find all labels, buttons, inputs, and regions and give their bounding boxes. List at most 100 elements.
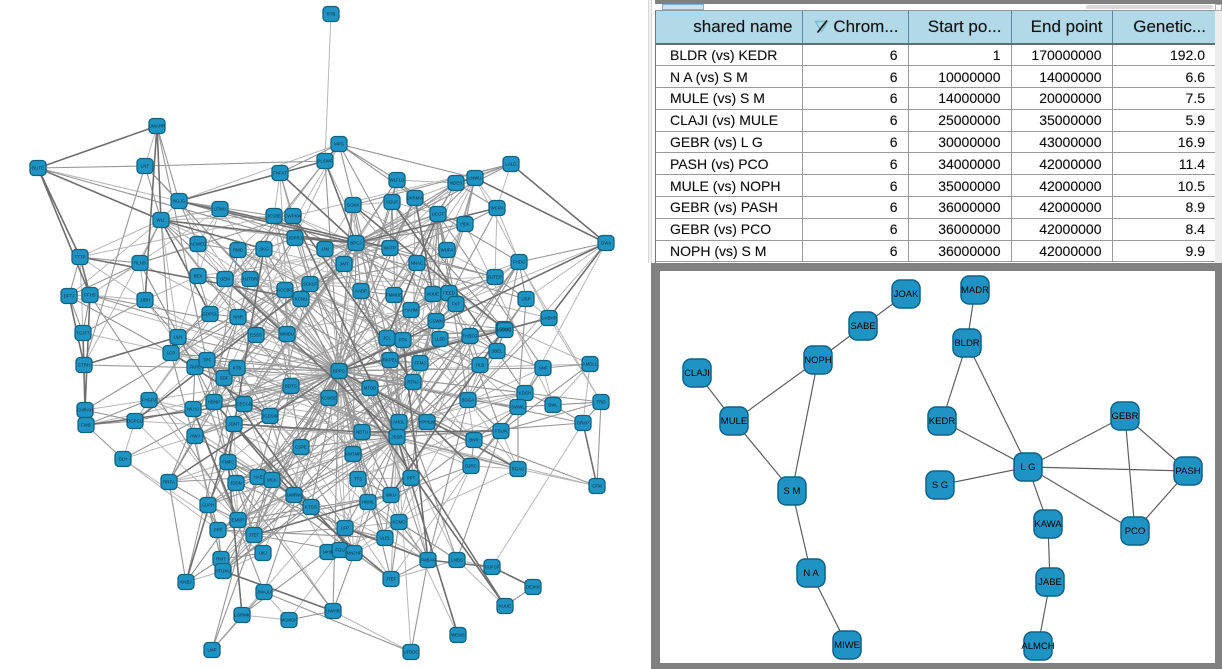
svg-text:GUFCF: GUFCF bbox=[484, 565, 499, 570]
svg-text:WLFLD: WLFLD bbox=[390, 178, 405, 183]
svg-text:JSSR: JSSR bbox=[391, 435, 402, 440]
svg-text:CWPKW: CWPKW bbox=[284, 214, 302, 219]
svg-text:GDPSL: GDPSL bbox=[203, 312, 218, 317]
svg-text:USP: USP bbox=[521, 297, 530, 302]
svg-text:WMDU: WMDU bbox=[280, 332, 294, 337]
svg-text:JOAK: JOAK bbox=[894, 289, 919, 300]
svg-text:WATP: WATP bbox=[384, 246, 396, 251]
svg-text:AMDLL: AMDLL bbox=[583, 362, 598, 367]
svg-text:LNBS: LNBS bbox=[451, 558, 463, 563]
svg-text:PPF: PPF bbox=[214, 528, 223, 533]
svg-text:PPT: PPT bbox=[407, 476, 416, 481]
svg-text:KNBJ: KNBJ bbox=[180, 580, 191, 585]
svg-text:HBNP: HBNP bbox=[208, 400, 220, 405]
svg-text:JDNT: JDNT bbox=[228, 422, 240, 427]
svg-text:FGU: FGU bbox=[335, 548, 344, 553]
svg-text:MKU: MKU bbox=[386, 493, 396, 498]
svg-text:CFM: CFM bbox=[592, 484, 602, 489]
svg-text:JTET: JTET bbox=[249, 533, 260, 538]
svg-text:NBTU: NBTU bbox=[356, 430, 368, 435]
svg-text:FFHS: FFHS bbox=[84, 293, 96, 298]
svg-text:HDK: HDK bbox=[460, 222, 469, 227]
svg-text:WEMS: WEMS bbox=[451, 633, 465, 638]
svg-text:TPF: TPF bbox=[203, 358, 212, 363]
svg-text:RMT: RMT bbox=[216, 557, 226, 562]
svg-text:MCK: MCK bbox=[267, 478, 277, 483]
svg-text:CSPE: CSPE bbox=[295, 445, 307, 450]
svg-text:MIWE: MIWE bbox=[834, 640, 860, 651]
svg-text:BNR: BNR bbox=[469, 438, 478, 443]
svg-text:JJM: JJM bbox=[321, 247, 329, 252]
svg-text:BUTE: BUTE bbox=[32, 166, 44, 171]
svg-text:LGRMK: LGRMK bbox=[234, 613, 250, 618]
svg-text:HWJ: HWJ bbox=[190, 434, 200, 439]
svg-text:FMPJ: FMPJ bbox=[222, 460, 233, 465]
svg-text:FMMUE: FMMUE bbox=[386, 293, 402, 298]
svg-text:FMBAN: FMBAN bbox=[420, 558, 435, 563]
svg-text:ULN: ULN bbox=[174, 335, 183, 340]
svg-text:RTB: RTB bbox=[327, 12, 336, 17]
svg-text:SDMG: SDMG bbox=[498, 328, 512, 333]
svg-text:JDDN: JDDN bbox=[230, 481, 242, 486]
svg-text:DJTEP: DJTEP bbox=[488, 275, 502, 280]
svg-text:AABP: AABP bbox=[355, 289, 367, 294]
svg-text:UEM: UEM bbox=[220, 277, 230, 282]
svg-text:HPHLW: HPHLW bbox=[419, 420, 435, 425]
svg-text:SKG: SKG bbox=[259, 247, 269, 252]
svg-text:HAHM: HAHM bbox=[405, 308, 418, 313]
svg-text:KCMD: KCMD bbox=[393, 520, 406, 525]
svg-text:SBEL: SBEL bbox=[491, 349, 503, 354]
svg-text:NNAC: NNAC bbox=[411, 261, 423, 266]
svg-text:RMD: RMD bbox=[233, 248, 243, 253]
svg-text:DKRMW: DKRMW bbox=[406, 196, 424, 201]
svg-text:S M: S M bbox=[784, 486, 801, 497]
svg-text:MADR: MADR bbox=[961, 285, 989, 296]
svg-text:RTNJ: RTNJ bbox=[407, 380, 418, 385]
svg-text:KCWSE: KCWSE bbox=[321, 396, 337, 401]
svg-text:MJUE: MJUE bbox=[427, 292, 439, 297]
svg-text:LNWU: LNWU bbox=[469, 176, 482, 181]
svg-text:BWL: BWL bbox=[548, 403, 558, 408]
svg-text:MCMGH: MCMGH bbox=[280, 618, 297, 623]
svg-text:GEBR: GEBR bbox=[1112, 411, 1139, 422]
svg-text:CLAJI: CLAJI bbox=[684, 368, 710, 379]
svg-text:UWHR: UWHR bbox=[326, 609, 340, 614]
svg-text:HLB: HLB bbox=[476, 363, 485, 368]
svg-text:PASH: PASH bbox=[1175, 466, 1200, 477]
svg-text:RGAC: RGAC bbox=[512, 467, 525, 472]
svg-text:NDES: NDES bbox=[450, 181, 462, 186]
svg-text:SCKLF: SCKLF bbox=[303, 282, 317, 287]
svg-text:MHN: MHN bbox=[323, 550, 333, 555]
svg-text:FKPL: FKPL bbox=[190, 365, 202, 370]
svg-text:WLL: WLL bbox=[156, 218, 166, 223]
svg-text:JMAJU: JMAJU bbox=[257, 590, 271, 595]
svg-text:JCSBE: JCSBE bbox=[267, 214, 281, 219]
svg-text:LFWU: LFWU bbox=[214, 207, 226, 212]
svg-text:LCP: LCP bbox=[167, 351, 176, 356]
svg-text:GGKK: GGKK bbox=[347, 203, 360, 208]
svg-text:JWT: JWT bbox=[339, 262, 348, 267]
svg-text:KUUE: KUUE bbox=[499, 604, 511, 609]
svg-text:BEK: BEK bbox=[194, 274, 203, 279]
svg-text:DGPCU: DGPCU bbox=[127, 419, 143, 424]
svg-text:JABE: JABE bbox=[1038, 577, 1062, 588]
svg-text:NHR: NHR bbox=[233, 315, 243, 320]
svg-text:SABE: SABE bbox=[850, 321, 875, 332]
svg-text:FEED: FEED bbox=[443, 291, 455, 296]
svg-text:HAE: HAE bbox=[253, 475, 262, 480]
svg-text:NNF: NNF bbox=[538, 366, 547, 371]
svg-text:DLH: DLH bbox=[119, 457, 128, 462]
svg-text:TTTP: TTTP bbox=[75, 255, 86, 260]
svg-text:CECCB: CECCB bbox=[236, 402, 251, 407]
svg-text:TRD: TRD bbox=[596, 400, 605, 405]
svg-text:LMP: LMP bbox=[207, 648, 216, 653]
svg-text:FHGPJ: FHGPJ bbox=[142, 398, 156, 403]
svg-text:WCPA: WCPA bbox=[491, 206, 504, 211]
svg-text:S G: S G bbox=[932, 480, 948, 491]
svg-text:CSWN: CSWN bbox=[429, 319, 442, 324]
svg-text:BLDR: BLDR bbox=[954, 338, 979, 349]
svg-text:ULEL: ULEL bbox=[380, 536, 392, 541]
svg-text:KAWA: KAWA bbox=[1034, 519, 1062, 530]
svg-text:DJRC: DJRC bbox=[465, 464, 477, 469]
svg-text:THBFG: THBFG bbox=[463, 334, 478, 339]
